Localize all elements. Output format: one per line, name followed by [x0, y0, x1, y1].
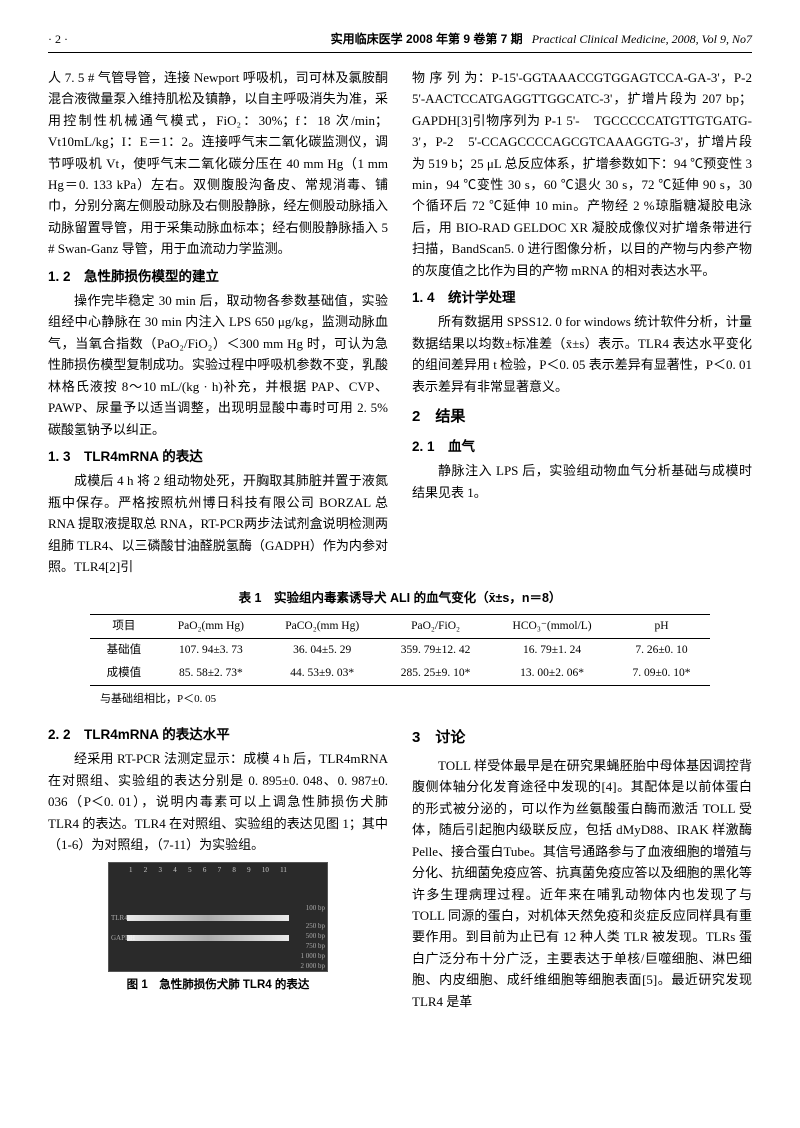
gel-y-label: TLR4	[111, 913, 128, 925]
table-header-row: 项目 PaO₂(mm Hg) PaCO₂(mm Hg) PaO₂/FiO₂ HC…	[90, 615, 710, 639]
left-p3: 成模后 4 h 将 2 组动物处死，开胸取其肺脏并置于液氮瓶中保存。严格按照杭州…	[48, 470, 388, 577]
ladder: 2 000 bp	[301, 961, 326, 973]
table-block: 表 1 实验组内毒素诱导犬 ALI 的血气变化（x̄±s，n＝8） 项目 PaO…	[48, 588, 752, 709]
th-2: PaCO₂(mm Hg)	[264, 615, 380, 639]
bottom-left-column: 2. 2 TLR4mRNA 的表达水平 经采用 RT-PCR 法测定显示：成模 …	[48, 718, 388, 1014]
td: 16. 79±1. 24	[491, 639, 613, 662]
right-column: 物 序 列 为：P-15'-GGTAAACCGTGGAGTCCA-GA-3'，P…	[412, 67, 752, 580]
table-caption: 表 1 实验组内毒素诱导犬 ALI 的血气变化（x̄±s，n＝8）	[48, 588, 752, 609]
br-p1: TOLL 样受体最早是在研究果蝇胚胎中母体基因调控背腹侧体轴分化发育途径中发现的…	[412, 755, 752, 1012]
heading-2-1: 2. 1 血气	[412, 436, 752, 458]
td: 成模值	[90, 662, 157, 685]
lane: 3	[159, 865, 163, 877]
gel-band	[127, 935, 289, 941]
heading-1-3: 1. 3 TLR4mRNA 的表达	[48, 446, 388, 468]
gel-lane-labels: 1 2 3 4 5 6 7 8 9 10 11	[129, 865, 287, 877]
figure-1-caption: 图 1 急性肺损伤犬肺 TLR4 的表达	[48, 976, 388, 995]
td: 7. 26±0. 10	[613, 639, 709, 662]
bl-p1: 经采用 RT-PCR 法测定显示：成模 4 h 后，TLR4mRNA 在对照组、…	[48, 748, 388, 855]
lane: 9	[247, 865, 251, 877]
lane: 2	[144, 865, 148, 877]
left-p2: 操作完毕稳定 30 min 后，取动物各参数基础值，实验组经中心静脉在 30 m…	[48, 290, 388, 440]
heading-1-4: 1. 4 统计学处理	[412, 287, 752, 309]
lane: 4	[173, 865, 177, 877]
td: 13. 00±2. 06*	[491, 662, 613, 685]
right-p2: 所有数据用 SPSS12. 0 for windows 统计软件分析，计量数据结…	[412, 311, 752, 397]
th-3: PaO₂/FiO₂	[380, 615, 491, 639]
th-4: HCO₃⁻(mmol/L)	[491, 615, 613, 639]
lower-columns: 2. 2 TLR4mRNA 的表达水平 经采用 RT-PCR 法测定显示：成模 …	[48, 718, 752, 1014]
ladder: 100 bp	[306, 903, 325, 915]
lane: 7	[218, 865, 222, 877]
bottom-right-column: 3 讨论 TOLL 样受体最早是在研究果蝇胚胎中母体基因调控背腹侧体轴分化发育途…	[412, 718, 752, 1014]
th-0: 项目	[90, 615, 157, 639]
lane: 8	[232, 865, 236, 877]
table-1: 项目 PaO₂(mm Hg) PaCO₂(mm Hg) PaO₂/FiO₂ HC…	[90, 614, 710, 686]
journal-en: Practical Clinical Medicine, 2008, Vol 9…	[532, 32, 752, 46]
heading-1-2: 1. 2 急性肺损伤模型的建立	[48, 266, 388, 288]
td: 359. 79±12. 42	[380, 639, 491, 662]
td: 85. 58±2. 73*	[158, 662, 265, 685]
upper-columns: 人 7. 5 # 气管导管，连接 Newport 呼吸机，司可林及氯胺酮混合液微…	[48, 67, 752, 580]
right-p1: 物 序 列 为：P-15'-GGTAAACCGTGGAGTCCA-GA-3'，P…	[412, 67, 752, 281]
journal-info: 实用临床医学 2008 年第 9 卷第 7 期 Practical Clinic…	[331, 30, 752, 50]
th-5: pH	[613, 615, 709, 639]
left-column: 人 7. 5 # 气管导管，连接 Newport 呼吸机，司可林及氯胺酮混合液微…	[48, 67, 388, 580]
lane: 6	[203, 865, 207, 877]
lane: 11	[280, 865, 287, 877]
page-header: · 2 · 实用临床医学 2008 年第 9 卷第 7 期 Practical …	[48, 30, 752, 53]
journal-cn: 实用临床医学 2008 年第 9 卷第 7 期	[331, 32, 523, 46]
table-row: 基础值 107. 94±3. 73 36. 04±5. 29 359. 79±1…	[90, 639, 710, 662]
page-number: · 2 ·	[48, 30, 68, 50]
lane: 1	[129, 865, 133, 877]
td: 107. 94±3. 73	[158, 639, 265, 662]
gel-band	[127, 915, 289, 921]
heading-3: 3 讨论	[412, 726, 752, 751]
table-row: 成模值 85. 58±2. 73* 44. 53±9. 03* 285. 25±…	[90, 662, 710, 685]
left-p1: 人 7. 5 # 气管导管，连接 Newport 呼吸机，司可林及氯胺酮混合液微…	[48, 67, 388, 260]
figure-1-gel: 1 2 3 4 5 6 7 8 9 10 11 TLR4 GAPDH 100 b…	[108, 862, 328, 972]
th-1: PaO₂(mm Hg)	[158, 615, 265, 639]
lane: 10	[262, 865, 269, 877]
heading-2-2: 2. 2 TLR4mRNA 的表达水平	[48, 724, 388, 746]
td: 44. 53±9. 03*	[264, 662, 380, 685]
table-note: 与基础组相比，P＜0. 05	[78, 690, 752, 708]
right-p3: 静脉注入 LPS 后，实验组动物血气分析基础与成模时结果见表 1。	[412, 460, 752, 503]
heading-2: 2 结果	[412, 405, 752, 430]
lane: 5	[188, 865, 192, 877]
td: 285. 25±9. 10*	[380, 662, 491, 685]
td: 36. 04±5. 29	[264, 639, 380, 662]
td: 基础值	[90, 639, 157, 662]
td: 7. 09±0. 10*	[613, 662, 709, 685]
